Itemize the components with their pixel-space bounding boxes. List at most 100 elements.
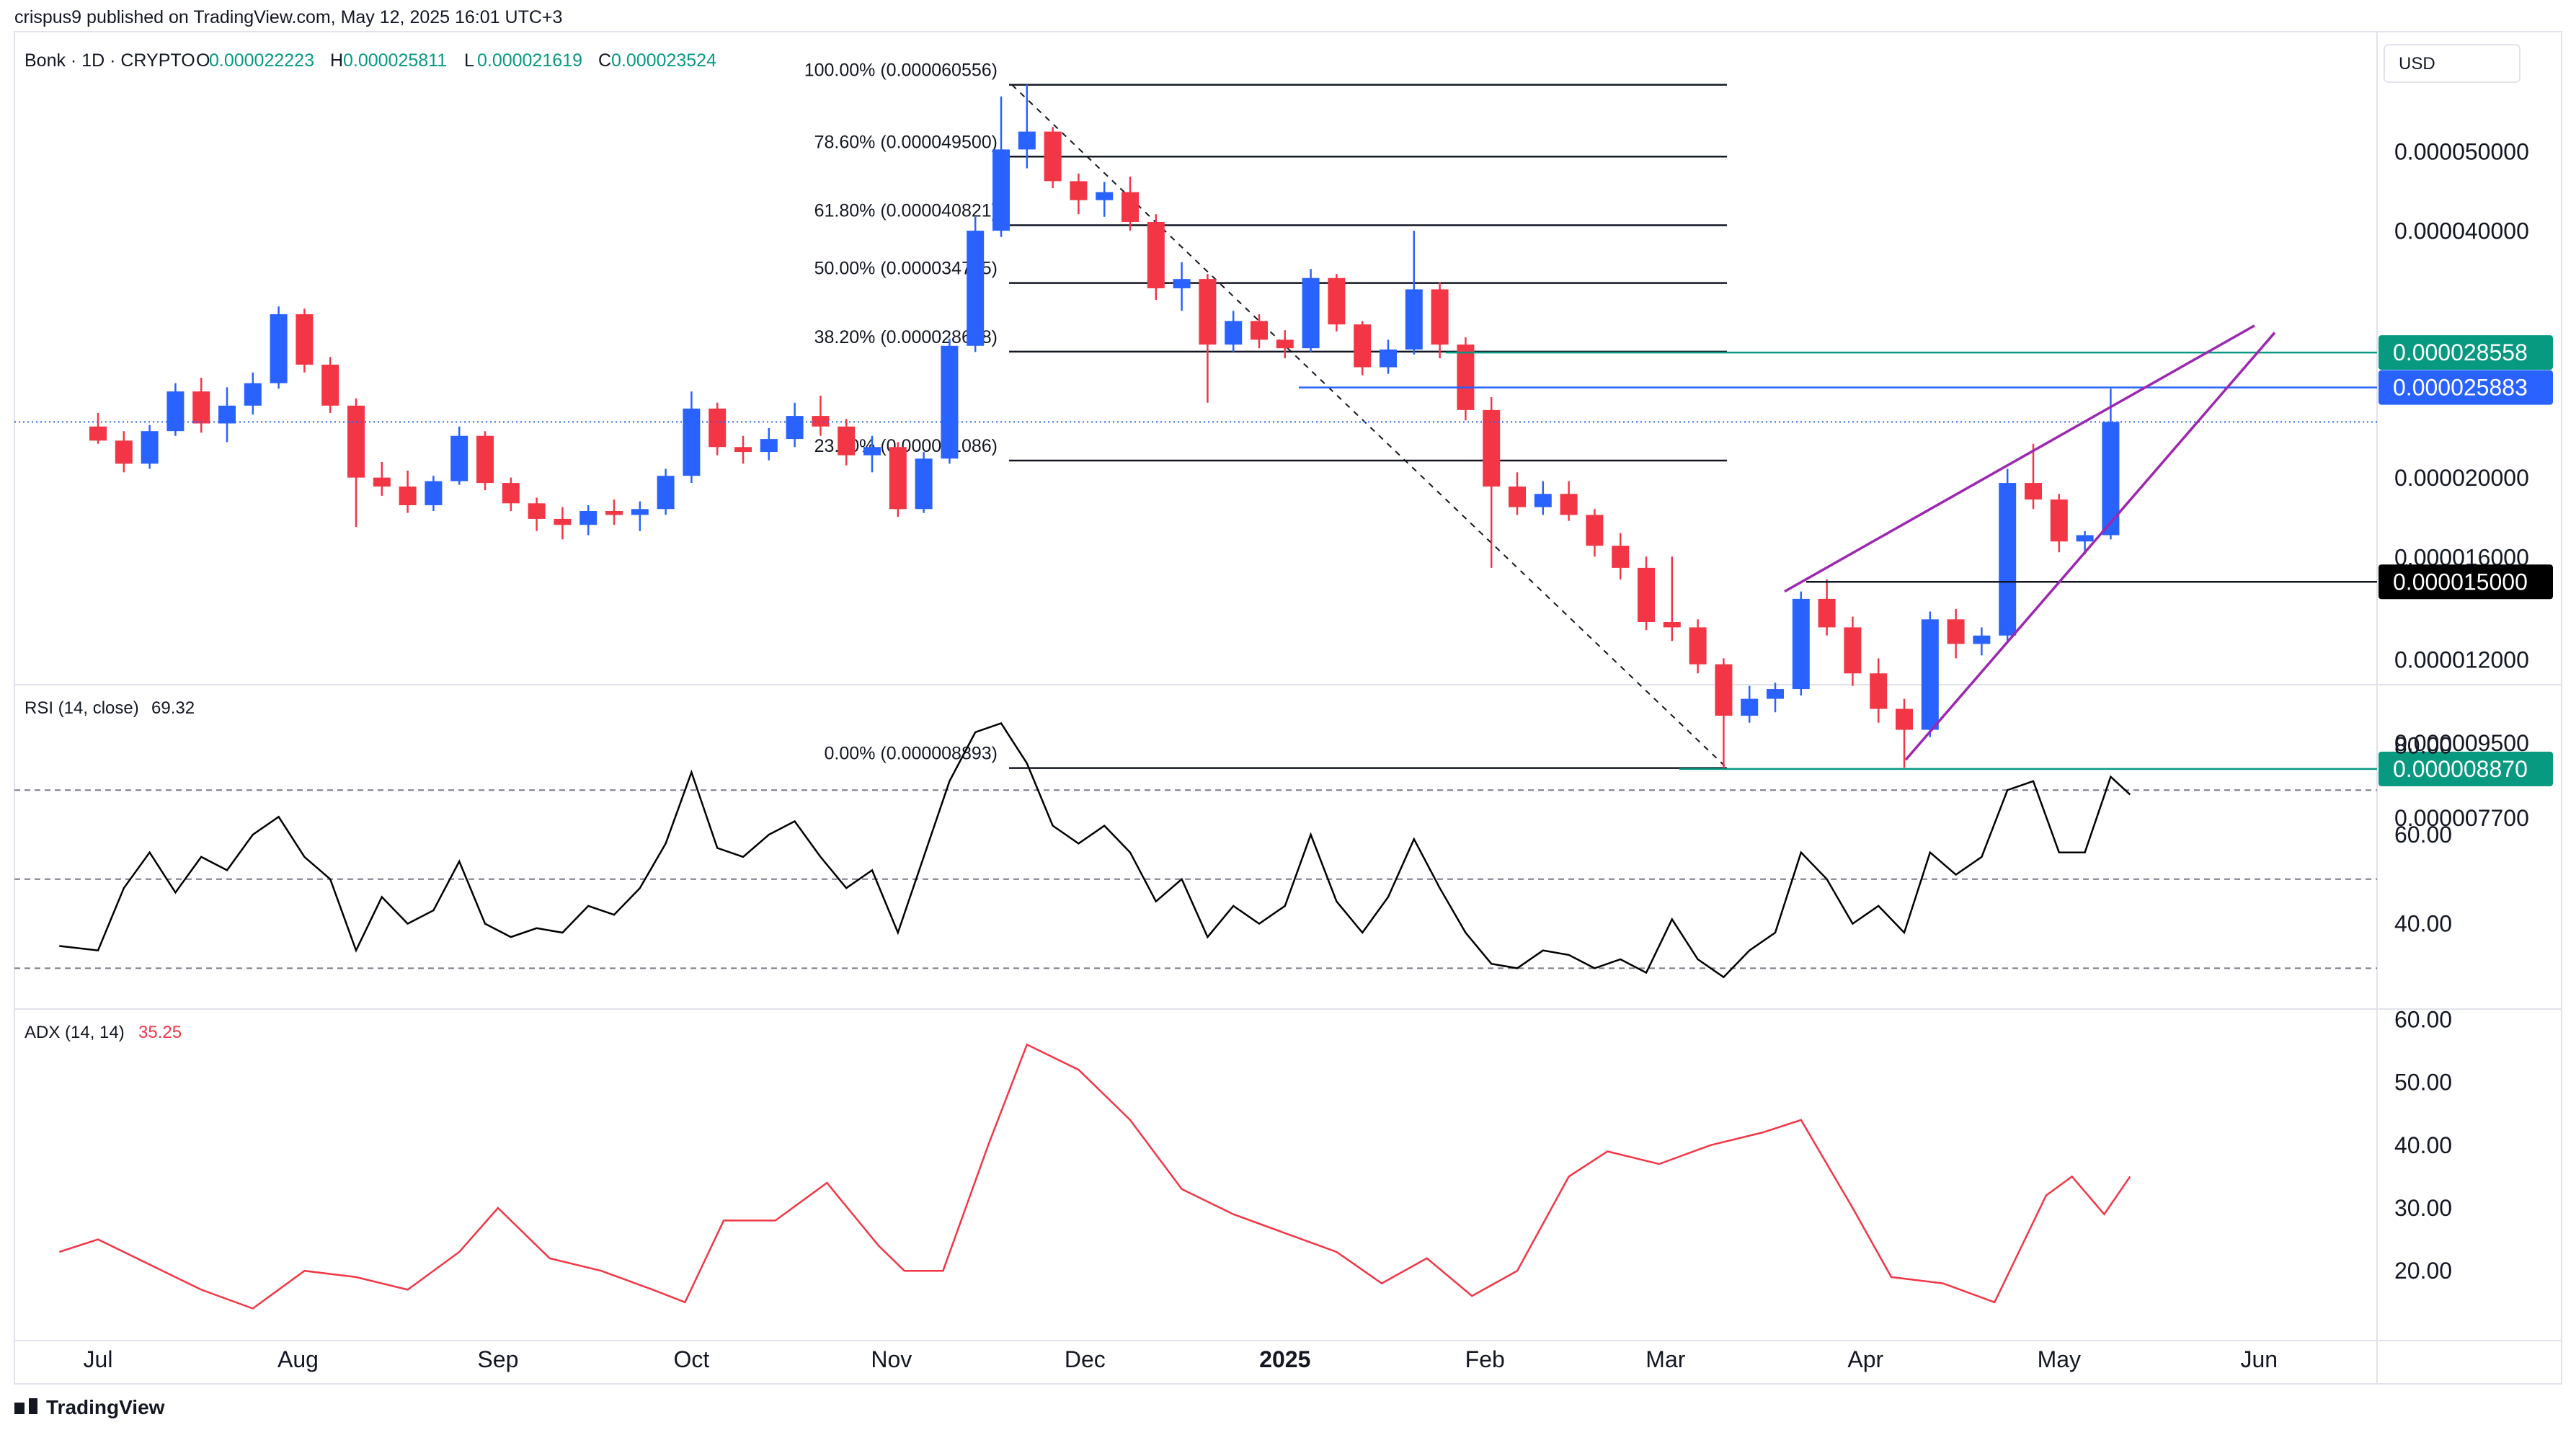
candle-body[interactable] <box>1457 345 1475 410</box>
candle-body[interactable] <box>631 509 649 515</box>
candle-body[interactable] <box>812 416 830 427</box>
candle-body[interactable] <box>760 439 778 453</box>
candle-body[interactable] <box>502 483 520 504</box>
candle-body[interactable] <box>1947 619 1965 644</box>
candle-body[interactable] <box>1921 619 1939 730</box>
candle-body[interactable] <box>218 405 236 424</box>
candle-body[interactable] <box>1896 708 1913 730</box>
candle-body[interactable] <box>1818 598 1836 628</box>
candle-body[interactable] <box>1276 339 1294 349</box>
price-badge-label: 0.000028558 <box>2393 339 2528 365</box>
price-badge <box>2379 564 2553 600</box>
adx-tick-label: 30.00 <box>2394 1195 2452 1221</box>
fib-trend-line[interactable] <box>1011 84 1728 769</box>
candle-body[interactable] <box>1844 627 1862 674</box>
candle-body[interactable] <box>1096 192 1114 200</box>
candle-body[interactable] <box>605 510 623 515</box>
time-tick-label: Jul <box>84 1346 113 1372</box>
candle-body[interactable] <box>115 440 133 464</box>
candle-body[interactable] <box>1122 192 1139 222</box>
candle-body[interactable] <box>425 481 443 505</box>
ohlc-key: O <box>196 50 210 71</box>
candle-body[interactable] <box>1792 598 1810 690</box>
candle-body[interactable] <box>1251 321 1268 340</box>
candle-body[interactable] <box>1689 627 1707 665</box>
candle-body[interactable] <box>321 364 339 406</box>
candle-body[interactable] <box>838 426 856 456</box>
candle-body[interactable] <box>1044 131 1062 182</box>
chart-frame <box>14 31 2562 1385</box>
candle-body[interactable] <box>2050 499 2068 542</box>
candle-body[interactable] <box>1715 664 1733 716</box>
candle-body[interactable] <box>244 383 262 406</box>
candle-body[interactable] <box>166 391 185 432</box>
candle-body[interactable] <box>141 431 159 464</box>
candle-body[interactable] <box>2076 535 2094 542</box>
candle-body[interactable] <box>1767 689 1784 699</box>
adx-title[interactable]: ADX (14, 14) <box>25 1023 125 1042</box>
candle-body[interactable] <box>1509 487 1526 507</box>
candle-body[interactable] <box>399 487 417 505</box>
fib-level-label: 78.60% (0.000049500) <box>814 132 998 152</box>
rising-wedge-line[interactable] <box>1904 332 2276 761</box>
candle-body[interactable] <box>1302 277 1320 349</box>
candle-body[interactable] <box>786 416 804 440</box>
candle-body[interactable] <box>1173 279 1191 288</box>
candle-body[interactable] <box>554 518 572 525</box>
candle-body[interactable] <box>1999 483 2017 636</box>
candle-body[interactable] <box>1354 324 1372 368</box>
adx-line[interactable] <box>58 1043 2131 1310</box>
candle-body[interactable] <box>1147 221 1165 288</box>
candle-body[interactable] <box>1199 279 1217 345</box>
candle-body[interactable] <box>192 391 210 424</box>
candle-body[interactable] <box>1225 321 1243 345</box>
candle-body[interactable] <box>1405 289 1423 350</box>
candle-body[interactable] <box>450 435 468 481</box>
candle-body[interactable] <box>89 426 107 441</box>
candle-body[interactable] <box>889 447 907 510</box>
candle-body[interactable] <box>1612 546 1630 568</box>
adx-value: 35.25 <box>138 1023 182 1042</box>
candle-body[interactable] <box>1380 349 1397 368</box>
candle-body[interactable] <box>476 435 494 484</box>
currency-button[interactable] <box>2384 44 2521 83</box>
candle-body[interactable] <box>1741 698 1759 716</box>
rsi-line[interactable] <box>59 721 2131 979</box>
candle-body[interactable] <box>992 149 1010 231</box>
candle-body[interactable] <box>579 510 598 525</box>
rising-wedge-line[interactable] <box>1784 324 2255 593</box>
ohlc-value: 0.000023524 <box>611 50 716 71</box>
candlestick-series <box>89 84 2120 768</box>
candle-body[interactable] <box>683 408 701 476</box>
candle-body[interactable] <box>709 408 727 448</box>
candle-body[interactable] <box>2102 422 2120 536</box>
candle-body[interactable] <box>1534 494 1552 507</box>
candle-body[interactable] <box>296 314 314 365</box>
candle-body[interactable] <box>2025 483 2042 500</box>
candle-body[interactable] <box>1328 277 1346 325</box>
candle-body[interactable] <box>967 231 985 346</box>
candle-body[interactable] <box>915 458 933 510</box>
candle-body[interactable] <box>941 345 959 459</box>
candle-body[interactable] <box>1070 181 1088 200</box>
candle-body[interactable] <box>1870 673 1888 709</box>
candle-body[interactable] <box>373 477 391 487</box>
candle-body[interactable] <box>1483 409 1501 487</box>
tradingview-logo[interactable]: TradingView <box>14 1396 165 1418</box>
candle-body[interactable] <box>1663 622 1681 628</box>
candle-body[interactable] <box>1018 131 1036 150</box>
candle-body[interactable] <box>1973 635 1991 644</box>
candle-body[interactable] <box>863 447 881 456</box>
candle-body[interactable] <box>657 476 675 510</box>
candle-body[interactable] <box>270 314 288 383</box>
candle-body[interactable] <box>1431 289 1449 345</box>
candle-body[interactable] <box>1586 515 1604 546</box>
candle-body[interactable] <box>1638 567 1655 623</box>
candle-body[interactable] <box>1560 494 1578 515</box>
rsi-title[interactable]: RSI (14, close) <box>25 698 139 718</box>
candle-body[interactable] <box>528 503 546 519</box>
candle-body[interactable] <box>734 447 752 453</box>
symbol-title[interactable]: Bonk · 1D · CRYPTO <box>25 50 195 71</box>
candle-body[interactable] <box>347 405 365 478</box>
